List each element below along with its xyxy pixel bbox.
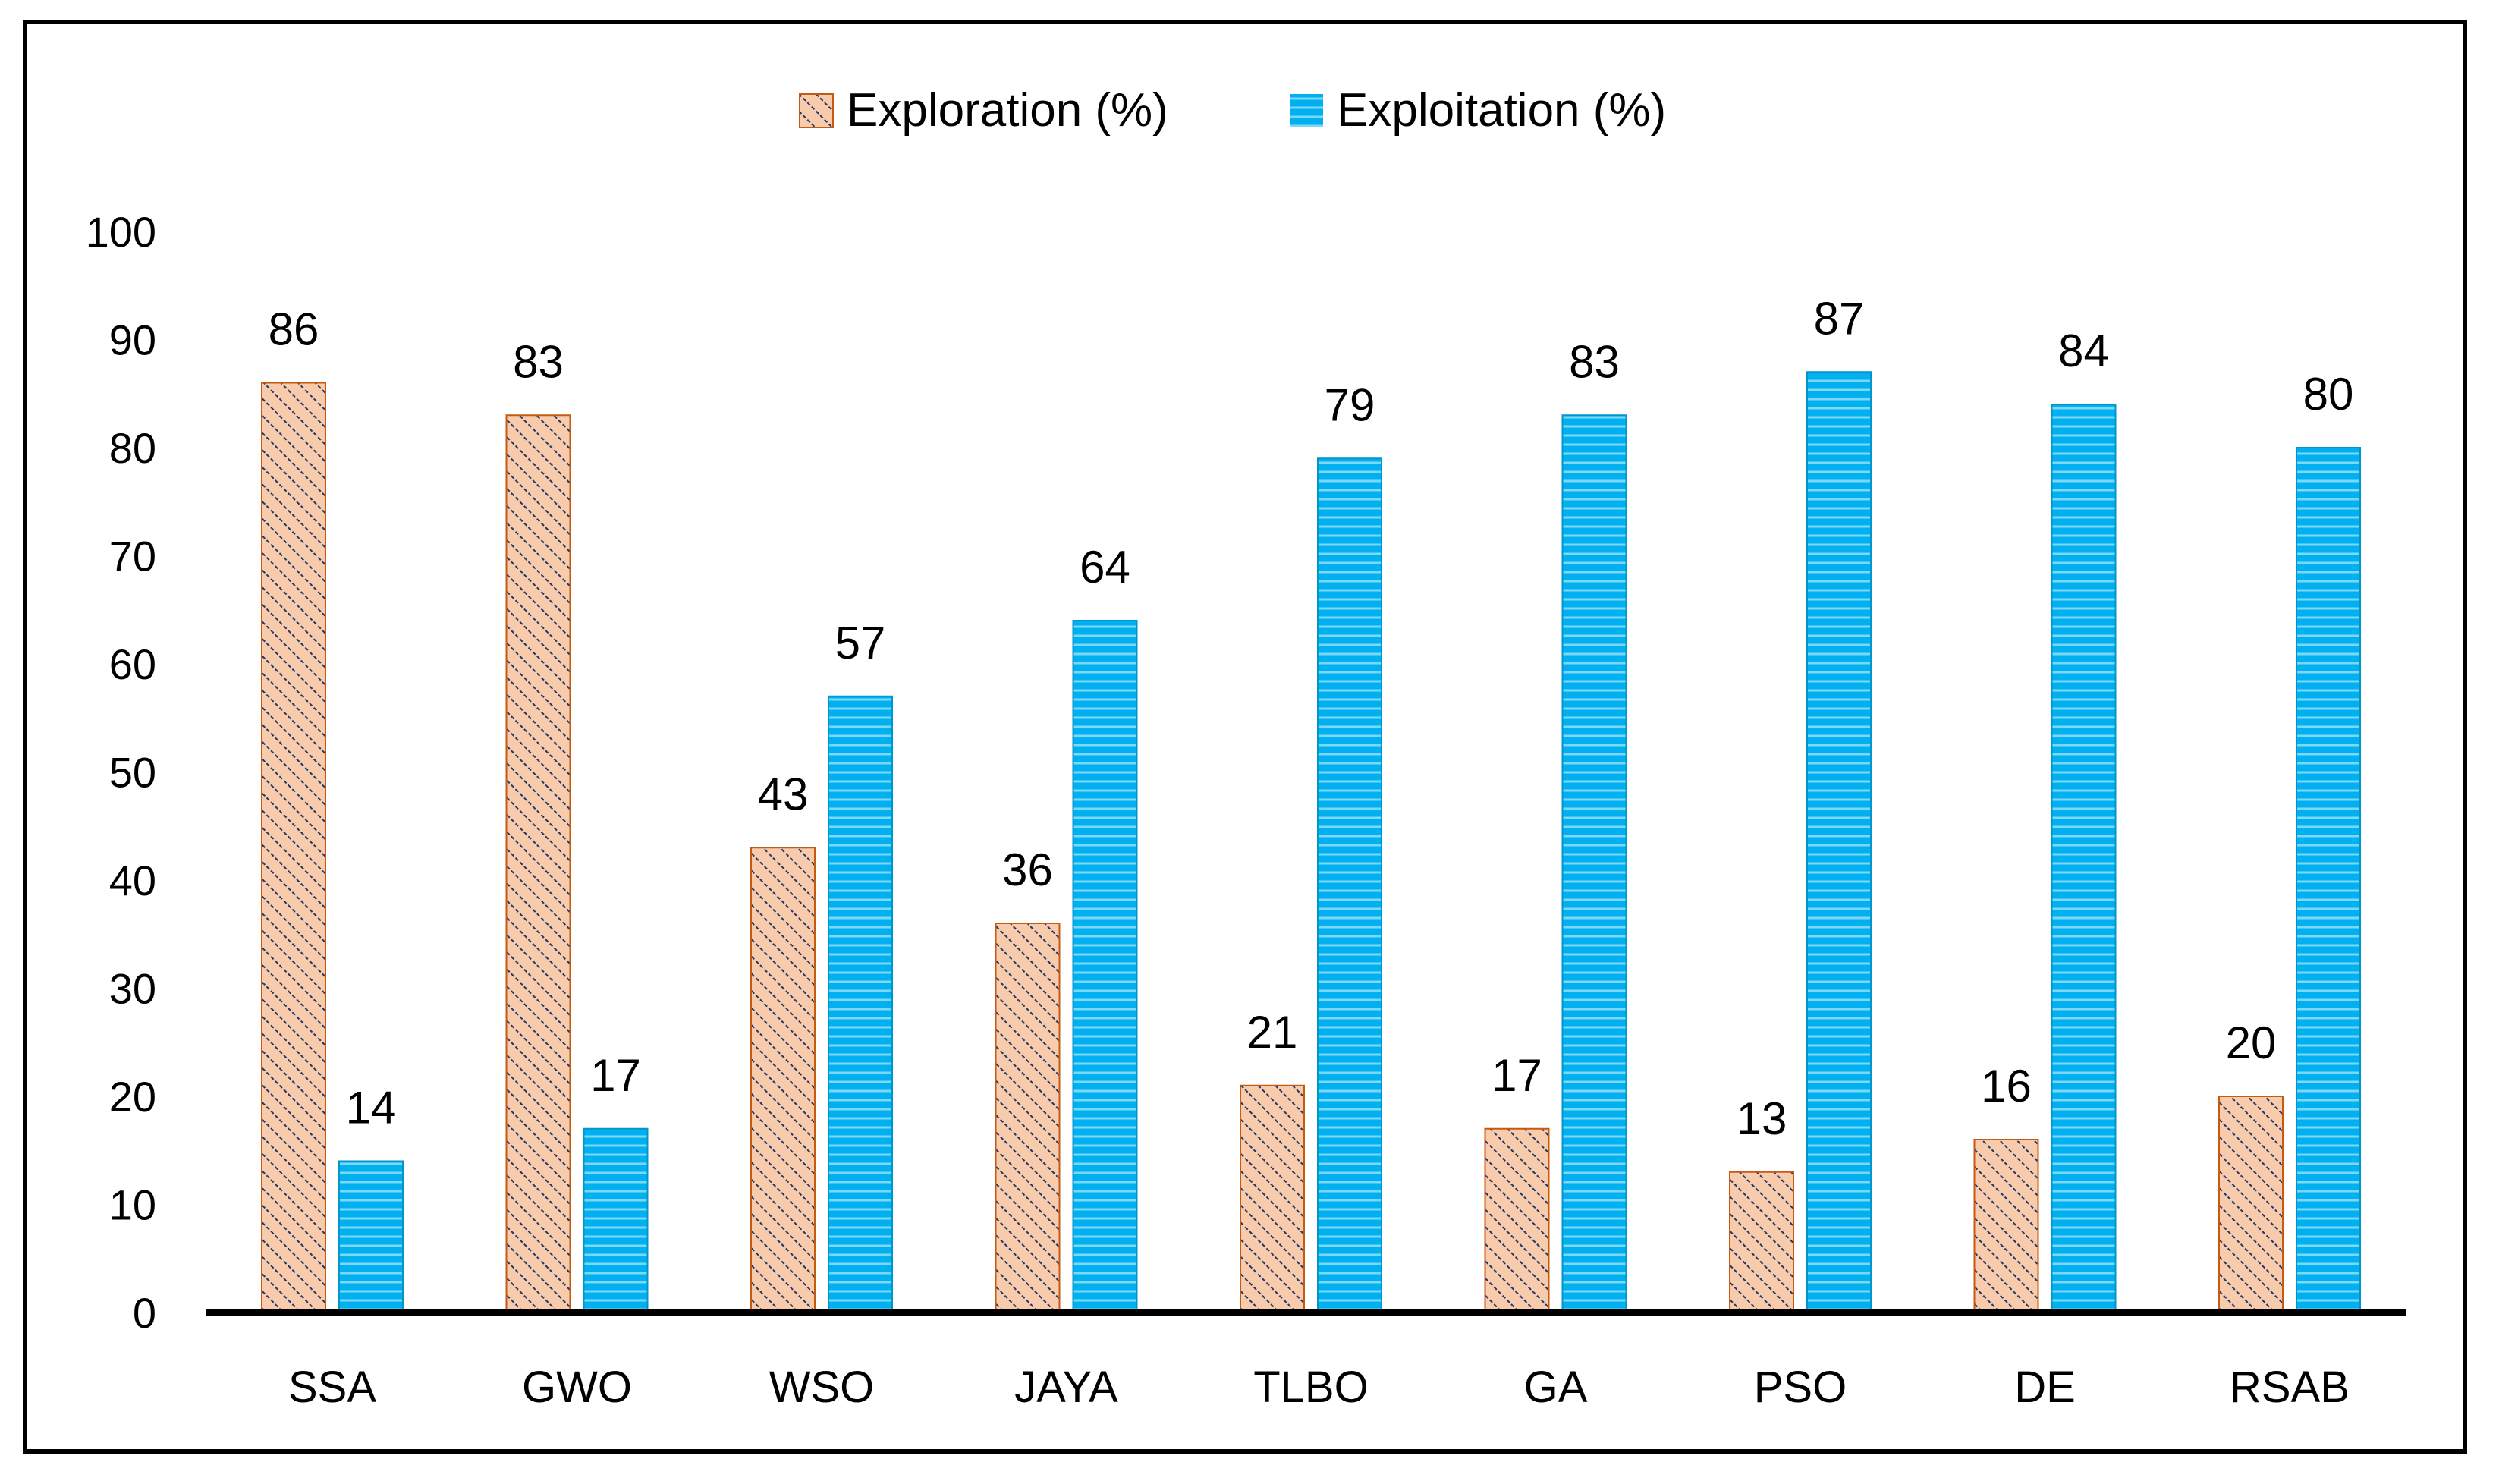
data-label-exploration-pso: 13	[1737, 1093, 1787, 1144]
bar-exploitation-jaya[interactable]	[1072, 620, 1138, 1313]
x-tick-label: DE	[2014, 1363, 2076, 1412]
y-tick-label: 50	[109, 749, 156, 797]
x-tick-label: SSA	[288, 1363, 376, 1412]
y-axis-ticks: 0 10 20 30 40 50 60 70 80 90 100	[86, 208, 156, 1337]
y-tick-label: 20	[109, 1073, 156, 1121]
x-tick-label: WSO	[769, 1363, 875, 1412]
data-label-exploitation-ssa: 14	[346, 1083, 397, 1133]
data-label-exploitation-ga: 83	[1569, 336, 1620, 387]
x-tick-label: RSAB	[2230, 1363, 2350, 1412]
bar-exploration-jaya[interactable]	[995, 923, 1061, 1313]
bar-exploration-wso[interactable]	[750, 847, 816, 1313]
legend-item-exploitation[interactable]: Exploitation (%)	[1290, 84, 1666, 137]
data-label-exploration-ssa: 86	[269, 304, 319, 355]
y-tick-label: 100	[86, 208, 156, 256]
data-label-exploitation-rsab: 80	[2303, 369, 2354, 420]
bar-exploration-rsab[interactable]	[2218, 1096, 2284, 1313]
bar-exploration-ga[interactable]	[1484, 1127, 1550, 1313]
data-label-exploration-gwo: 83	[513, 336, 564, 387]
y-tick-label: 70	[109, 533, 156, 580]
data-label-exploitation-de: 84	[2058, 325, 2109, 376]
bar-exploration-gwo[interactable]	[505, 414, 571, 1313]
legend-label-exploitation: Exploitation (%)	[1337, 84, 1666, 137]
legend-label-exploration: Exploration (%)	[847, 84, 1168, 137]
bars	[261, 371, 2361, 1313]
bar-exploration-de[interactable]	[1973, 1139, 2039, 1313]
y-tick-label: 90	[109, 316, 156, 364]
y-tick-label: 60	[109, 640, 156, 688]
data-label-exploration-jaya: 36	[1002, 844, 1053, 895]
data-label-exploration-wso: 43	[758, 769, 809, 819]
y-tick-label: 40	[109, 857, 156, 904]
data-labels: 86 14 83 17 43 57 36 64 21 79 17 83 13 87 16 84 20 80	[269, 293, 2354, 1144]
data-label-exploration-ga: 17	[1492, 1050, 1542, 1101]
x-axis-category-labels: SSA GWO WSO JAYA TLBO GA PSO DE RSAB	[288, 1363, 2350, 1412]
legend-item-exploration[interactable]: Exploration (%)	[799, 84, 1168, 137]
legend: Exploration (%) Exploitation (%)	[799, 84, 1666, 137]
legend-swatch-exploration	[799, 93, 834, 128]
legend-swatch-exploitation	[1290, 94, 1323, 127]
bar-exploitation-gwo[interactable]	[583, 1127, 649, 1313]
data-label-exploration-tlbo: 21	[1247, 1007, 1298, 1058]
data-label-exploitation-wso: 57	[835, 618, 886, 668]
bar-exploitation-pso[interactable]	[1806, 371, 1872, 1313]
bar-exploration-ssa[interactable]	[261, 382, 326, 1313]
y-tick-label: 30	[109, 965, 156, 1013]
y-tick-label: 10	[109, 1181, 156, 1229]
bar-exploitation-wso[interactable]	[828, 695, 893, 1313]
y-tick-label: 80	[109, 424, 156, 472]
x-tick-label: GA	[1524, 1363, 1588, 1412]
x-tick-label: TLBO	[1253, 1363, 1369, 1412]
bar-exploitation-ga[interactable]	[1561, 414, 1627, 1313]
bar-exploitation-rsab[interactable]	[2296, 447, 2361, 1313]
bar-exploitation-ssa[interactable]	[338, 1160, 404, 1313]
bar-exploration-tlbo[interactable]	[1240, 1084, 1305, 1313]
data-label-exploitation-gwo: 17	[590, 1050, 641, 1101]
data-label-exploration-rsab: 20	[2226, 1017, 2277, 1068]
data-label-exploitation-pso: 87	[1814, 293, 1865, 344]
x-tick-label: PSO	[1754, 1363, 1847, 1412]
x-tick-label: GWO	[522, 1363, 632, 1412]
data-label-exploitation-jaya: 64	[1080, 542, 1130, 593]
bar-exploitation-de[interactable]	[2051, 404, 2117, 1313]
y-tick-label: 0	[133, 1289, 156, 1337]
bar-exploration-pso[interactable]	[1729, 1171, 1794, 1313]
data-label-exploration-de: 16	[1981, 1061, 2032, 1111]
x-tick-label: JAYA	[1014, 1363, 1118, 1412]
data-label-exploitation-tlbo: 79	[1325, 379, 1375, 430]
bar-exploitation-tlbo[interactable]	[1317, 457, 1382, 1313]
